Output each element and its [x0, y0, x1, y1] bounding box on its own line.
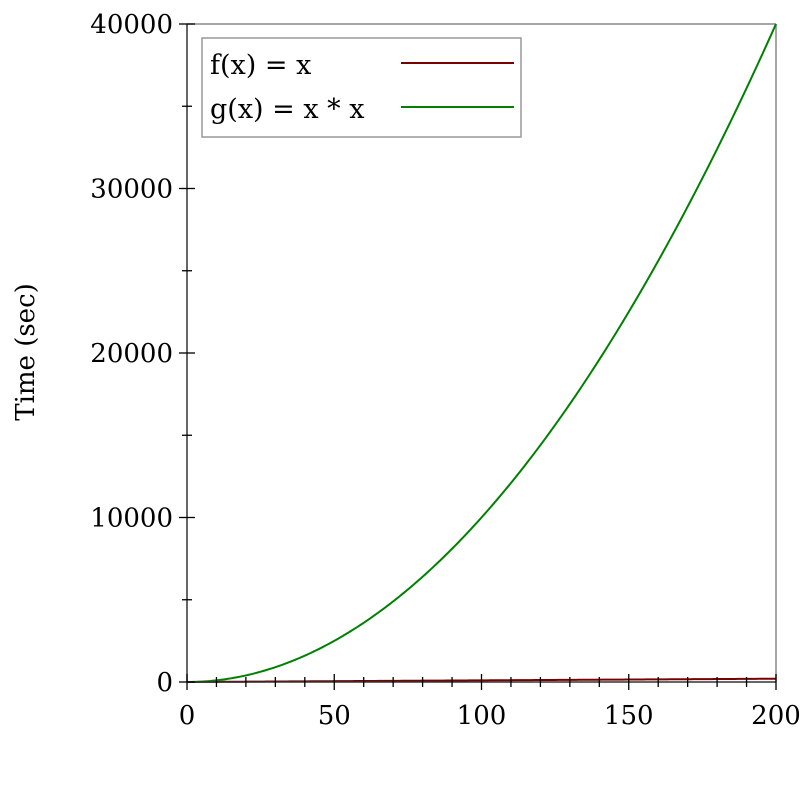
legend-box	[201, 37, 522, 138]
y-tick-label: 20000	[90, 339, 173, 369]
y-tick-label: 40000	[90, 10, 173, 40]
y-tick-label: 0	[156, 668, 173, 698]
x-tick-label: 200	[751, 701, 801, 731]
x-tick-label: 50	[318, 701, 351, 731]
axes: 0 50 100 150 200 0 10000 20000 30000 40000	[90, 10, 801, 731]
legend: f(x) = x g(x) = x * x	[201, 37, 522, 138]
x-tick-label: 0	[179, 701, 196, 731]
legend-label-f: f(x) = x	[210, 50, 311, 81]
y-tick-label: 30000	[90, 175, 173, 205]
plot-frame	[187, 23, 777, 682]
x-tick-label: 150	[604, 701, 654, 731]
y-tick-label: 10000	[90, 504, 173, 534]
y-axis-label: Time (sec)	[11, 283, 41, 421]
legend-label-g: g(x) = x * x	[210, 94, 365, 125]
x-tick-label: 100	[457, 701, 507, 731]
series-line-1	[186, 23, 777, 683]
